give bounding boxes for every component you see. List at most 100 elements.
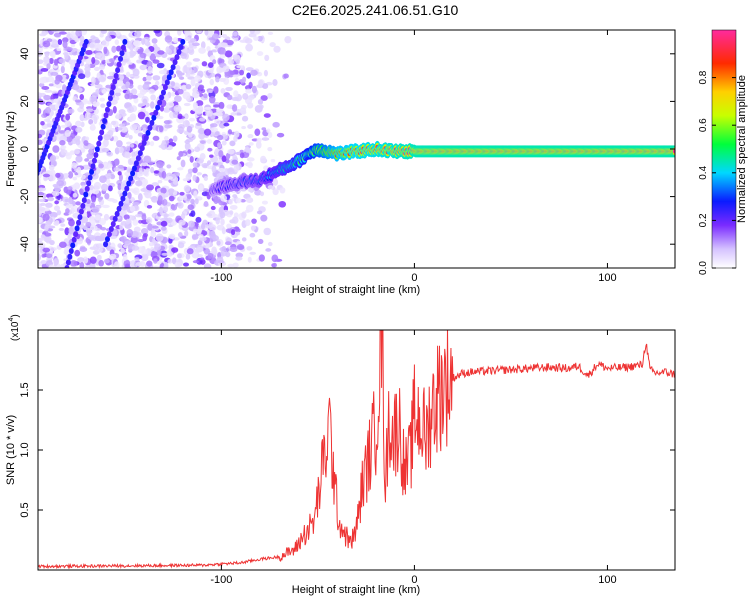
spectrogram-xlabel: Height of straight line (km) (292, 284, 420, 296)
noise-cell (77, 73, 86, 80)
noise-cell (125, 218, 131, 225)
noise-cell (129, 44, 134, 52)
noise-cell (85, 136, 90, 141)
x-tick-label: -100 (210, 272, 232, 284)
noise-cell (196, 172, 203, 176)
noise-cell (53, 98, 59, 104)
noise-cell (132, 68, 140, 77)
noise-cell (232, 74, 239, 78)
streak-cell (83, 191, 89, 198)
noise-cell (194, 107, 203, 115)
snr-ticks: -100 0 100 0.5 1.0 1.5 (19, 330, 675, 586)
streak-cell (94, 146, 100, 153)
noise-cell (58, 241, 67, 248)
noise-cell (222, 65, 230, 73)
y-tick-label: 20 (19, 95, 31, 107)
noise-cell (48, 164, 55, 171)
noise-cell (241, 237, 247, 242)
noise-cell (145, 218, 151, 223)
noise-cell (247, 133, 254, 139)
noise-cell (203, 176, 208, 181)
noise-cell (156, 62, 165, 69)
noise-cell (232, 154, 238, 161)
noise-cell (38, 139, 43, 145)
noise-cell (145, 116, 150, 123)
streak-cell (104, 106, 110, 113)
streak-cell (104, 236, 110, 243)
noise-cell (241, 125, 247, 130)
noise-cell (163, 205, 169, 213)
noise-cell (86, 108, 93, 113)
noise-cell (244, 209, 250, 213)
noise-cell (200, 41, 206, 49)
noise-cell (118, 173, 123, 182)
noise-cell (60, 223, 66, 227)
noise-cell (227, 263, 235, 268)
noise-cell (232, 194, 238, 199)
noise-cell (52, 145, 60, 153)
streak-cell (180, 38, 186, 45)
noise-cell (50, 71, 59, 76)
streak-cell (64, 265, 70, 268)
noise-cell (171, 247, 179, 253)
streak-cell (107, 95, 113, 102)
noise-cell (225, 152, 231, 160)
noise-cell (260, 155, 267, 163)
noise-cell (192, 260, 199, 264)
streak-cell (109, 89, 115, 96)
noise-cell (271, 254, 279, 263)
noise-cell (235, 228, 241, 233)
streak-cell (32, 178, 37, 184)
noise-cell (38, 187, 46, 192)
noise-cell (62, 37, 69, 43)
noise-cell (206, 213, 213, 217)
streak-cell (162, 84, 168, 91)
noise-cell (204, 224, 212, 229)
colorbar-frame (711, 29, 737, 269)
noise-cell (216, 240, 221, 246)
noise-cell (245, 219, 251, 226)
noise-cell (146, 184, 155, 191)
noise-cell (256, 210, 263, 215)
noise-cell (185, 73, 191, 78)
noise-cell (187, 220, 195, 228)
noise-cell (180, 159, 186, 168)
noise-cell (168, 237, 173, 244)
noise-cell (125, 82, 130, 89)
noise-cell (247, 102, 254, 109)
noise-cell (182, 120, 190, 128)
noise-cell (39, 77, 47, 84)
noise-cell (84, 70, 91, 78)
noise-cell (114, 126, 119, 133)
streak-cell (113, 72, 119, 79)
noise-cell (272, 188, 279, 196)
streak-cell (147, 124, 153, 131)
noise-cell (147, 223, 153, 231)
noise-cell (221, 140, 227, 146)
noise-cell (216, 172, 224, 180)
noise-cell (270, 158, 276, 163)
noise-cell (257, 99, 264, 105)
noise-cell (153, 30, 161, 34)
noise-cell (229, 140, 236, 147)
noise-cell (49, 104, 55, 109)
streak-cell (102, 118, 108, 125)
noise-cell (43, 236, 52, 243)
noise-cell (267, 93, 273, 99)
noise-cell (135, 180, 143, 187)
noise-cell (59, 263, 67, 268)
noise-cell (120, 236, 127, 242)
noise-cell (165, 46, 170, 54)
noise-cell (81, 174, 86, 180)
streak-cell (137, 150, 143, 157)
noise-cell (160, 187, 167, 194)
noise-cell (177, 30, 182, 36)
noise-cell (215, 76, 220, 83)
noise-cell (257, 238, 264, 245)
noise-cell (90, 35, 96, 40)
noise-cell (158, 144, 166, 149)
noise-cell (189, 155, 194, 163)
noise-cell (219, 211, 226, 219)
streak-cell (174, 54, 180, 61)
noise-cell (158, 206, 164, 215)
